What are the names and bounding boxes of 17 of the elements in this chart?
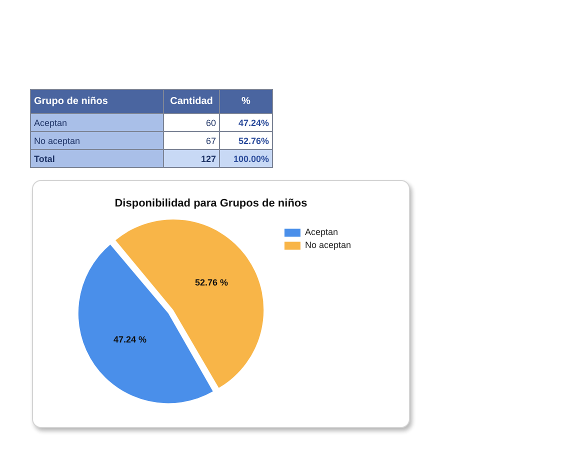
text: 100.00% — [220, 150, 272, 168]
text: 60 — [164, 114, 220, 132]
chart-title: Disponibilidad para Grupos de niños — [114, 198, 308, 210]
data-label: 47.24 % — [113, 334, 147, 345]
text: 67 — [164, 132, 220, 150]
text: 127 — [164, 150, 220, 168]
text: Aceptan — [30, 114, 164, 132]
text: % — [220, 90, 272, 114]
text: Total — [30, 150, 164, 168]
text: 47.24% — [220, 114, 272, 132]
text: Grupo de niños — [30, 90, 164, 114]
legend-label: No aceptan — [304, 240, 352, 250]
data-label: 52.76 % — [194, 278, 228, 288]
text: Cantidad — [164, 90, 220, 114]
legend-label: Aceptan — [304, 227, 338, 238]
text: No aceptan — [30, 132, 164, 150]
text: 52.76% — [220, 132, 272, 150]
